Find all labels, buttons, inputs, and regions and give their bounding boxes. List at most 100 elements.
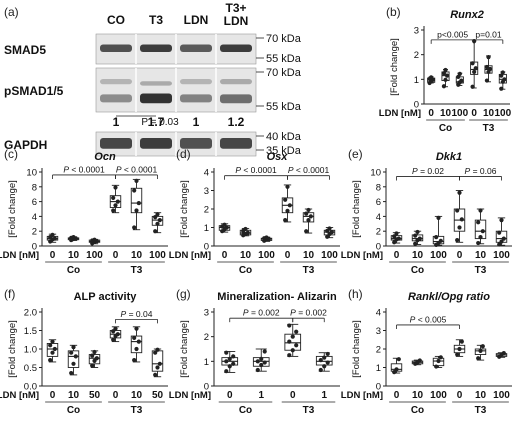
y-tick-label: 6 <box>376 197 381 208</box>
y-axis-label: [Fold change] <box>179 320 190 378</box>
box-iqr <box>130 335 143 354</box>
x-axis-label: LDN [nM] <box>379 108 421 119</box>
data-point <box>329 230 334 235</box>
data-point <box>429 75 434 80</box>
lane-label: CO <box>107 13 125 27</box>
data-point <box>417 358 422 363</box>
x-tick-label: 1 <box>258 390 264 401</box>
data-point <box>304 229 309 234</box>
protein-band <box>180 44 212 52</box>
data-point <box>285 208 290 213</box>
data-point <box>455 237 460 243</box>
group-label: Co <box>67 405 80 416</box>
significance-label: P = 0.002 <box>290 308 327 318</box>
data-point <box>500 70 505 75</box>
data-point <box>287 339 292 344</box>
data-point <box>155 221 160 226</box>
group-label: Co <box>411 265 424 276</box>
group-label: Co <box>67 265 80 276</box>
data-point <box>394 367 399 372</box>
protein-band <box>220 79 252 85</box>
box <box>109 326 122 343</box>
data-point <box>457 225 462 230</box>
y-tick-label: 1.0 <box>24 345 37 356</box>
data-point <box>306 218 311 223</box>
data-point <box>153 215 158 220</box>
y-tick-label: 1 <box>414 75 419 86</box>
box <box>284 323 302 358</box>
x-tick-label: 100 <box>321 250 338 261</box>
panel-label: (e) <box>348 147 363 161</box>
data-point <box>455 208 460 213</box>
y-tick-label: 0.0 <box>24 382 37 393</box>
group-label: Co <box>439 123 452 134</box>
y-axis-label: [Fold change] <box>351 320 362 378</box>
data-point <box>262 360 267 365</box>
protein-band <box>100 94 132 103</box>
data-point <box>224 359 229 364</box>
data-point <box>434 364 439 369</box>
x-tick-label: 0 <box>457 390 463 401</box>
data-point <box>224 225 229 230</box>
group-label: T3 <box>483 123 495 134</box>
marker-label: 70 kDa <box>266 67 302 79</box>
data-point <box>259 356 264 361</box>
data-point <box>484 78 490 83</box>
y-tick-label: 2 <box>376 345 381 356</box>
box <box>67 235 80 243</box>
x-tick-label: 10 <box>68 250 80 261</box>
chart-panel: (d) Osx 0 1 2 3 4 [Fold change] P < 0.0001 P < 0.… <box>169 147 340 276</box>
quantification-value: 1.7 <box>148 115 165 129</box>
y-tick-label: 0 <box>204 382 209 393</box>
data-point <box>459 339 464 344</box>
data-point <box>71 235 76 240</box>
x-tick-label: 100 <box>493 250 510 261</box>
y-tick-label: 4 <box>32 212 37 223</box>
data-point <box>113 326 118 331</box>
data-point <box>48 358 53 363</box>
data-point <box>71 361 76 366</box>
x-tick-label: 100 <box>86 250 103 261</box>
group-label: T3 <box>303 265 315 276</box>
data-point <box>113 185 118 190</box>
western-blot-panel: (a) CO T3 LDN T3+ LDN SMAD5 70 kDa 55 kDa pSMAD1/… <box>4 1 302 157</box>
data-point <box>153 229 158 234</box>
y-tick-label: 3 <box>376 326 381 337</box>
box <box>46 232 59 244</box>
protein-band <box>100 44 132 52</box>
data-point <box>157 218 162 223</box>
data-point <box>441 71 447 76</box>
protein-band <box>220 138 252 149</box>
x-tick-label: 100 <box>149 250 166 261</box>
y-tick-label: 0.5 <box>24 363 37 374</box>
data-point <box>325 234 330 239</box>
data-point <box>396 236 401 241</box>
protein-band <box>220 94 252 104</box>
x-tick-label: 0 <box>222 250 228 261</box>
marker-label: 55 kDa <box>266 53 302 65</box>
data-point <box>476 220 481 225</box>
data-point <box>50 339 55 344</box>
box <box>252 348 270 373</box>
data-point <box>484 64 490 70</box>
y-tick-label: 2 <box>414 50 419 61</box>
data-point <box>287 203 292 208</box>
box <box>495 350 508 359</box>
data-point <box>322 364 327 369</box>
box <box>411 358 424 366</box>
significance-label: P < 0.005 <box>410 314 447 324</box>
data-point <box>497 230 502 235</box>
data-point <box>472 69 477 75</box>
y-tick-label: 2.0 <box>24 308 37 319</box>
box <box>470 39 479 89</box>
data-point <box>436 215 441 220</box>
data-point <box>134 208 139 213</box>
box <box>88 349 101 368</box>
group-label: T3 <box>131 405 143 416</box>
data-point <box>476 240 481 246</box>
group-label: T3 <box>475 265 487 276</box>
data-point <box>290 348 295 353</box>
data-point <box>153 372 158 377</box>
data-point <box>308 214 313 219</box>
